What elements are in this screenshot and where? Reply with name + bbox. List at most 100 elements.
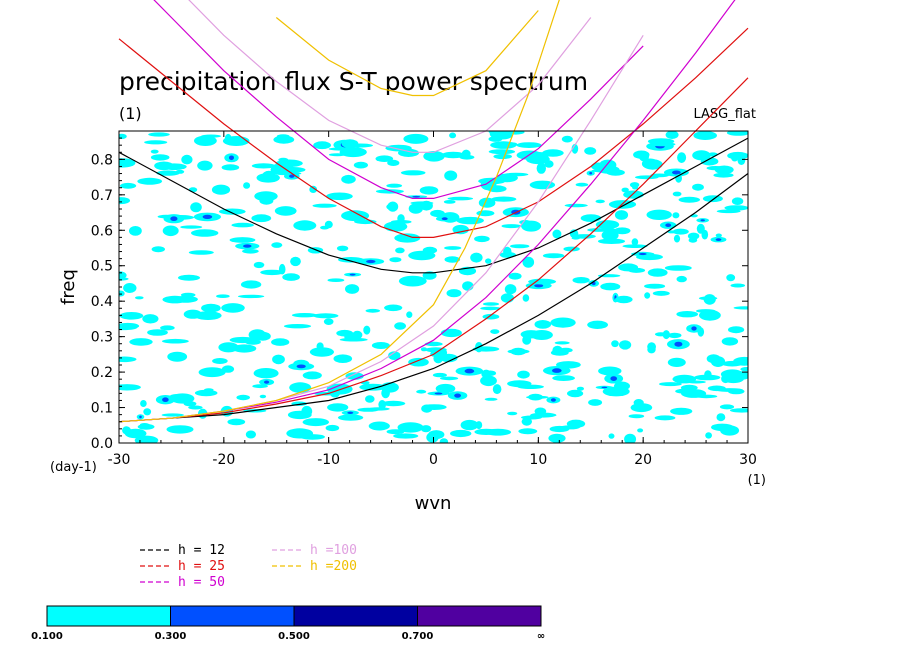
- shading-blob: [290, 256, 301, 267]
- shading-blob: [381, 400, 406, 407]
- shading-blob: [166, 425, 194, 434]
- shading-blob-dark: [412, 195, 421, 198]
- shading-blob-dark: [366, 259, 376, 264]
- shading-blob: [123, 283, 137, 293]
- shading-blob: [470, 252, 483, 263]
- x-tick-label: 10: [529, 452, 547, 468]
- shading-blob: [443, 200, 456, 204]
- shading-blob: [403, 133, 429, 144]
- shading-blob: [147, 329, 168, 336]
- shading-blob: [480, 375, 497, 387]
- shading-blob: [650, 173, 669, 178]
- shading-blob: [633, 150, 650, 159]
- x-units-label: (1): [748, 473, 766, 488]
- shading-blob: [719, 404, 735, 410]
- curve-series-4-1: [275, 10, 539, 97]
- shading-blob: [162, 225, 179, 237]
- shading-blob: [614, 210, 629, 220]
- shading-blob: [218, 342, 239, 353]
- colorbar-label: 0.300: [155, 631, 187, 642]
- colorbar-label: 0.500: [278, 631, 310, 642]
- shading-blob: [408, 357, 429, 367]
- shading-blob: [446, 289, 462, 298]
- shading-blob: [135, 296, 144, 300]
- shading-blob: [273, 135, 295, 144]
- shading-blob: [571, 236, 580, 240]
- shading-blob: [320, 225, 330, 230]
- legend-label: h = 12: [178, 543, 225, 558]
- shading-blob: [628, 267, 646, 273]
- shading-blob: [615, 295, 633, 304]
- shading-blob: [621, 187, 629, 193]
- shading-blob: [490, 141, 517, 149]
- shading-blob: [536, 162, 546, 174]
- shading-blob: [137, 177, 163, 185]
- shading-blob: [338, 414, 364, 421]
- shading-blob: [398, 275, 427, 287]
- shading-blob: [309, 185, 318, 193]
- shading-blob: [624, 433, 637, 443]
- shading-blob-dark: [202, 214, 213, 219]
- shading-blob: [363, 325, 371, 335]
- shading-blob: [419, 200, 433, 211]
- shading-blob: [703, 294, 716, 305]
- shading-blob: [672, 374, 697, 384]
- shading-blob: [180, 225, 203, 229]
- shading-blob: [542, 149, 564, 157]
- shading-blob: [229, 237, 256, 243]
- shading-blob: [708, 152, 718, 157]
- shading-blob: [678, 196, 700, 203]
- shading-blob-dark: [454, 393, 461, 398]
- shading-blob: [161, 413, 184, 417]
- x-tick-label: -10: [317, 452, 340, 468]
- shading-blob-dark: [550, 398, 556, 402]
- shading-blob: [478, 177, 506, 185]
- shading-blob: [309, 347, 334, 357]
- shading-blob: [460, 419, 479, 431]
- shading-blob: [253, 368, 279, 379]
- shading-blob: [119, 322, 140, 330]
- shading-blob: [598, 366, 622, 376]
- shading-blob-dark: [534, 284, 544, 288]
- shading-blob: [282, 273, 300, 281]
- shading-blob: [522, 256, 535, 268]
- shading-blob: [642, 159, 663, 170]
- shading-blob: [287, 410, 312, 420]
- shading-blob: [667, 357, 686, 367]
- shading-blob: [548, 433, 566, 443]
- x-tick-label: 0: [429, 452, 438, 468]
- shading-blob: [516, 142, 542, 149]
- shading-blob-dark: [229, 155, 234, 161]
- shading-blob: [444, 170, 458, 181]
- shading-blob: [259, 196, 274, 205]
- shading-blob: [534, 320, 552, 329]
- shading-blob: [400, 170, 426, 176]
- shading-blob: [664, 265, 692, 271]
- shading-blob: [637, 428, 644, 433]
- shading-blob: [129, 338, 153, 346]
- shading-blob: [194, 311, 222, 320]
- shading-blob: [588, 399, 603, 406]
- shading-blob: [327, 403, 349, 412]
- shading-blob: [731, 153, 739, 162]
- shading-blob-dark: [289, 174, 295, 178]
- shading-blob: [542, 253, 565, 259]
- shading-blob: [444, 256, 461, 263]
- shading-blob: [597, 238, 626, 244]
- colorbar: 0.100 0.300 0.500 0.700 ∞: [31, 605, 545, 642]
- shading-blob: [550, 317, 576, 328]
- shading-blob-dark: [441, 217, 448, 221]
- colorbar-label: ∞: [537, 631, 545, 642]
- shading-blob: [188, 187, 198, 193]
- curve-series-2-1: [153, 0, 644, 199]
- shading-blob: [662, 330, 670, 340]
- shading-blob: [600, 282, 621, 291]
- shading-blob-dark: [601, 386, 608, 389]
- shading-blob: [647, 342, 656, 352]
- shading-blob-dark: [638, 252, 647, 256]
- shading-blob: [274, 206, 297, 216]
- shading-blob: [188, 250, 214, 255]
- shading-blob: [441, 151, 466, 159]
- shading-blob: [572, 277, 590, 284]
